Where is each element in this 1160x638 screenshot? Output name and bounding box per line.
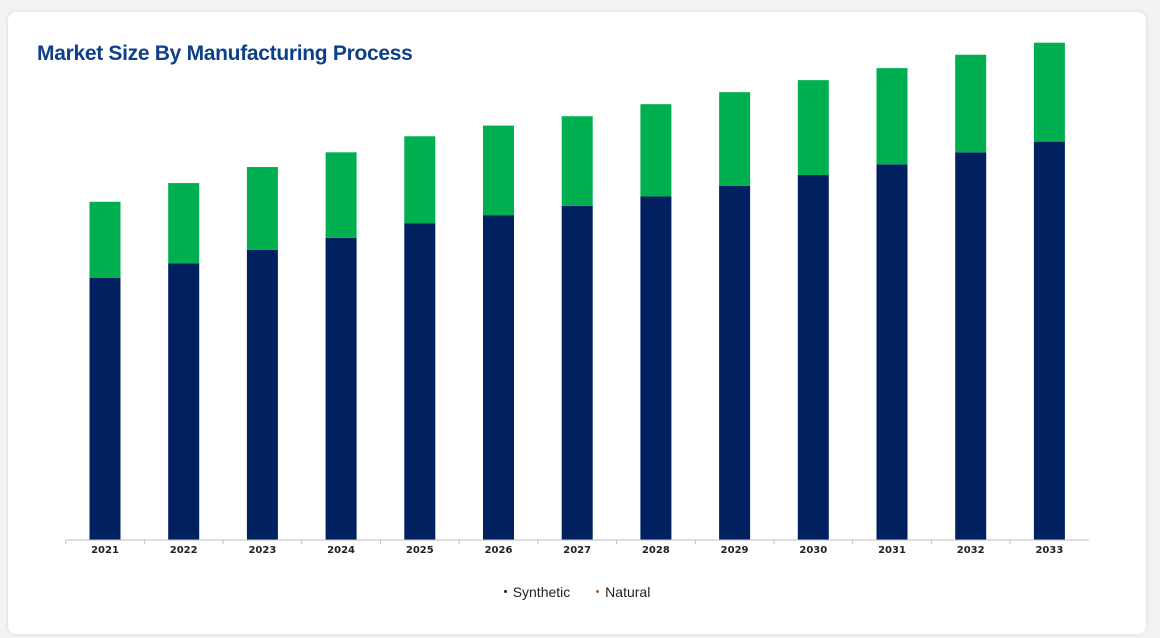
bar-synthetic-2024[interactable] [325, 237, 357, 540]
bar-synthetic-2031[interactable] [876, 164, 908, 541]
bar-synthetic-2027[interactable] [561, 205, 593, 540]
x-tick-label-2026: 2026 [485, 545, 513, 556]
x-tick-label-2031: 2031 [878, 545, 906, 556]
bar-natural-2029[interactable] [719, 92, 751, 186]
legend-label-natural: Natural [605, 584, 651, 600]
bar-natural-2021[interactable] [89, 201, 121, 278]
bar-natural-2023[interactable] [246, 167, 278, 250]
bar-synthetic-2028[interactable] [640, 196, 672, 540]
bar-natural-2030[interactable] [797, 80, 829, 176]
bar-natural-2027[interactable] [561, 116, 593, 206]
bar-natural-2024[interactable] [325, 152, 357, 238]
bar-synthetic-2023[interactable] [246, 249, 278, 540]
bar-synthetic-2021[interactable] [89, 277, 121, 540]
x-tick-label-2022: 2022 [170, 545, 198, 556]
bar-synthetic-2022[interactable] [168, 263, 200, 540]
bar-natural-2025[interactable] [404, 136, 436, 224]
x-tick-label-2033: 2033 [1035, 545, 1063, 556]
bar-synthetic-2026[interactable] [483, 215, 514, 540]
x-tick-label-2024: 2024 [327, 545, 355, 556]
legend-item-natural[interactable]: Natural [596, 584, 650, 600]
bar-natural-2033[interactable] [1033, 42, 1065, 142]
legend-marker-synthetic [503, 589, 507, 593]
x-tick-label-2030: 2030 [799, 545, 827, 556]
bar-natural-2022[interactable] [168, 183, 200, 264]
legend-label-synthetic: Synthetic [512, 584, 571, 600]
bar-natural-2026[interactable] [483, 125, 514, 216]
legend: Synthetic Natural [8, 584, 1146, 600]
bar-natural-2028[interactable] [640, 104, 672, 197]
x-tick-label-2028: 2028 [642, 545, 670, 556]
legend-item-synthetic[interactable]: Synthetic [503, 584, 571, 600]
x-tick-label-2029: 2029 [721, 545, 749, 556]
bar-natural-2031[interactable] [876, 68, 908, 165]
x-tick-label-2025: 2025 [406, 545, 434, 556]
bar-natural-2032[interactable] [955, 54, 987, 153]
chart-card: Market Size By Manufacturing Process 202… [8, 12, 1146, 634]
legend-marker-natural [596, 589, 600, 593]
bar-synthetic-2032[interactable] [955, 152, 987, 540]
stacked-bar-chart: 2021 2022 2023 2024 2025 2026 2027 2028 2029 2030… [65, 42, 1089, 556]
bar-synthetic-2033[interactable] [1033, 141, 1065, 541]
x-tick-label-2021: 2021 [91, 545, 119, 556]
x-axis-ticks: 2021 2022 2023 2024 2025 2026 2027 2028 2029 2030… [65, 540, 1063, 556]
x-tick-label-2032: 2032 [957, 545, 985, 556]
x-tick-label-2027: 2027 [563, 545, 591, 556]
bar-synthetic-2025[interactable] [404, 223, 436, 540]
x-tick-label-2023: 2023 [248, 545, 276, 556]
bar-synthetic-2030[interactable] [797, 175, 829, 540]
bar-synthetic-2029[interactable] [719, 185, 751, 540]
chart-title: Market Size By Manufacturing Process [37, 42, 413, 65]
bars-group [89, 42, 1065, 541]
